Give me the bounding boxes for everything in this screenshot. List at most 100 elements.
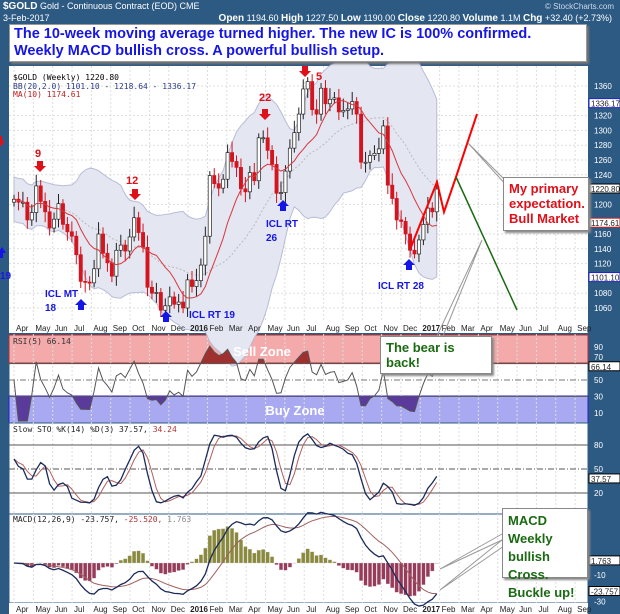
arrow-up-icon — [403, 259, 415, 270]
macd-histogram-bar — [363, 562, 368, 586]
legend-macd-hist: 1.763 — [167, 515, 191, 524]
macd-histogram-bar — [172, 562, 177, 573]
macd-callout-line: MACD Weekly — [508, 513, 553, 546]
date-tick-label: 2016 — [190, 605, 208, 614]
macd-histogram-bar — [127, 555, 132, 564]
price-tick-label: 1060 — [594, 304, 612, 313]
candle — [118, 244, 123, 251]
candle — [38, 185, 43, 202]
tag-macd-hist-bg — [588, 555, 620, 566]
candle — [279, 192, 283, 194]
indicator-plots — [9, 345, 588, 607]
date-tick-label: Sep — [113, 605, 128, 614]
legend-macd: MACD(12,26,9) -23.757, -25.520, 1.763 — [13, 515, 191, 524]
candle — [194, 280, 199, 287]
candle — [363, 161, 368, 164]
date-tick-label: Aug — [558, 324, 572, 333]
date-tick-label: Nov — [384, 605, 398, 614]
macd-histogram-bar — [114, 562, 119, 564]
bull-callout: My primary expectation. Bull Market — [503, 177, 589, 231]
cycle-count-5: 5 — [316, 71, 322, 83]
candle — [185, 279, 190, 309]
cycle-count-9: 9 — [35, 148, 41, 160]
open-label: Open — [218, 13, 245, 24]
macd-histogram-bar — [425, 562, 430, 577]
low-label: Low — [340, 13, 361, 24]
candle — [234, 161, 239, 168]
rsi-tick-label: 30 — [594, 392, 603, 401]
macd-histogram-bar — [243, 546, 248, 564]
arrow-up-icon — [160, 311, 172, 322]
macd-histogram-bar — [270, 556, 275, 564]
rsi-tick-label: 70 — [594, 353, 603, 362]
macd-histogram-bar — [207, 535, 212, 564]
tag-bb-lower: 1101.10 — [591, 274, 620, 283]
candle — [25, 201, 30, 221]
low-value: 1190.00 — [363, 13, 396, 23]
macd-histogram-bar — [301, 552, 306, 564]
tag-close: 1220.80 — [591, 185, 620, 194]
arrow-down-icon — [129, 189, 141, 200]
macd-callout: MACD Weekly bullish Cross. Buckle up! — [502, 508, 588, 600]
macd-histogram-bar — [238, 539, 243, 564]
cycle-markers: 9 12 22 5 — [0, 66, 322, 200]
date-tick-label: Aug — [326, 324, 340, 333]
date-tick-label: Apr — [16, 324, 29, 333]
candle — [136, 217, 141, 233]
date-tick-label: Apr — [248, 605, 261, 614]
arrow-down-icon — [0, 136, 5, 147]
date-tick-label: Nov — [151, 605, 165, 614]
macd-callout-line: bullish Cross. — [508, 549, 550, 582]
chg-value: +32.40 (+2.73%) — [544, 13, 612, 23]
macd-histogram-bar — [149, 562, 154, 567]
macd-histogram-bar — [56, 562, 61, 566]
date-tick-label: Aug — [326, 605, 340, 614]
candle — [354, 101, 359, 115]
macd-histogram-bar — [105, 562, 110, 567]
candle — [292, 132, 297, 149]
candle — [230, 152, 234, 162]
macd-histogram-bar — [287, 562, 292, 568]
candle — [127, 236, 132, 252]
candle — [243, 188, 248, 193]
candle — [92, 268, 97, 284]
arrow-up-icon — [277, 200, 289, 211]
macd-histogram-bar — [408, 562, 412, 597]
macd-histogram-bar — [158, 562, 163, 574]
high-value: 1227.50 — [305, 13, 339, 23]
symbol: $GOLD — [3, 1, 38, 12]
volume-label: Volume — [462, 13, 498, 24]
candle — [319, 87, 324, 115]
price-plot — [12, 54, 439, 367]
candle — [314, 109, 319, 115]
macd-histogram-bar — [412, 562, 417, 596]
bear-callout-line: back! — [386, 355, 420, 370]
macd-histogram-bar — [190, 561, 194, 564]
watermark: © StockCharts.com — [544, 2, 614, 11]
rsi-line — [13, 345, 438, 422]
macd-histogram-bar — [403, 562, 408, 596]
candle — [412, 249, 417, 255]
candle — [212, 175, 217, 185]
date-tick-label: Apr — [248, 324, 261, 333]
macd-histogram-bar — [96, 562, 101, 571]
date-tick-label: Dec — [403, 605, 417, 614]
date-tick-label: Apr — [480, 324, 493, 333]
callout-pointers — [436, 142, 508, 591]
macd-histogram-bar — [359, 562, 364, 581]
macd-histogram-bar — [252, 552, 257, 564]
candle — [332, 97, 337, 100]
legend-bb: BB(20,2.0) 1101.10 - 1218.64 - 1336.17 — [13, 82, 196, 91]
date-tick-label: Oct — [132, 324, 145, 333]
macd-histogram-bar — [247, 548, 252, 564]
date-tick-label: Dec — [171, 605, 185, 614]
rsi-tick-label: 50 — [594, 376, 603, 385]
high-label: High — [281, 13, 304, 24]
candle — [167, 296, 172, 307]
date-tick-label: Jul — [74, 605, 84, 614]
tag-ma-bg — [588, 217, 620, 228]
macd-signal-line — [13, 515, 437, 595]
tag-ma: 1174.61 — [591, 219, 620, 228]
macd-histogram-bar — [212, 530, 217, 564]
